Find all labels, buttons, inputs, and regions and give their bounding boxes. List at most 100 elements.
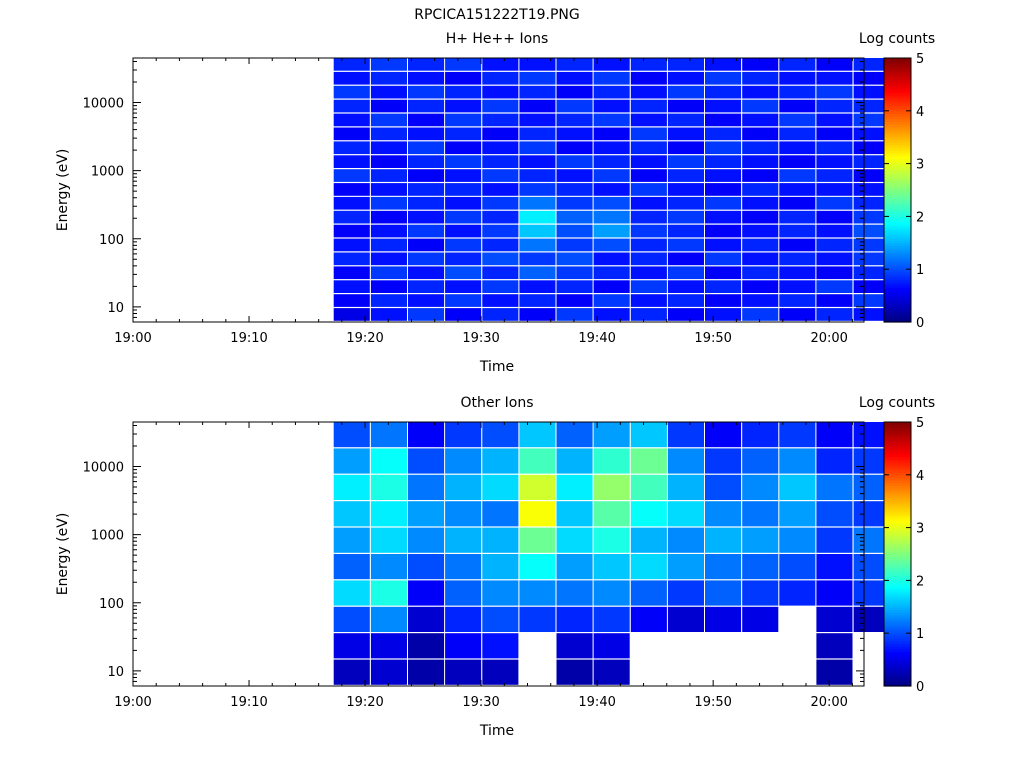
heatmap-cell bbox=[593, 422, 630, 448]
heatmap-cell bbox=[705, 422, 742, 448]
heatmap-cell bbox=[408, 474, 445, 500]
colorbar-strip bbox=[884, 282, 911, 286]
heatmap-cell bbox=[816, 169, 853, 182]
heatmap-cell bbox=[667, 294, 704, 307]
colorbar-strip bbox=[884, 651, 911, 655]
heatmap-cell bbox=[333, 554, 370, 580]
heatmap-cell bbox=[370, 474, 407, 500]
y-axis-label: Energy (eV) bbox=[55, 513, 71, 596]
heatmap-cell bbox=[556, 308, 593, 321]
heatmap-cell bbox=[816, 127, 853, 141]
colorbar-tick-label: 5 bbox=[916, 52, 924, 67]
colorbar-strip bbox=[884, 182, 911, 186]
heatmap-cell bbox=[333, 266, 370, 280]
heatmap-cell bbox=[445, 238, 482, 252]
heatmap-cell bbox=[705, 183, 742, 196]
heatmap-cell bbox=[593, 527, 630, 553]
colorbar-strip bbox=[884, 583, 911, 587]
colorbar-strip bbox=[884, 203, 911, 207]
x-tick-label: 19:20 bbox=[346, 331, 383, 346]
colorbar-strip bbox=[884, 643, 911, 647]
heatmap-cell bbox=[482, 422, 519, 448]
heatmap-cell bbox=[667, 238, 704, 252]
heatmap-cell bbox=[779, 474, 816, 500]
colorbar-strip bbox=[884, 659, 911, 663]
colorbar-strip bbox=[884, 168, 911, 173]
heatmap-cell bbox=[593, 183, 630, 196]
heatmap-cell bbox=[630, 71, 667, 85]
colorbar-strip bbox=[884, 84, 911, 88]
heatmap-cell bbox=[593, 501, 630, 527]
colorbar-strip bbox=[884, 219, 911, 223]
colorbar-strip bbox=[884, 139, 911, 144]
heatmap-cell bbox=[742, 113, 779, 127]
heatmap-cell bbox=[742, 252, 779, 266]
x-tick-label: 19:00 bbox=[114, 331, 151, 346]
colorbar-strip bbox=[884, 311, 911, 315]
heatmap-cell bbox=[408, 606, 445, 632]
heatmap-cell bbox=[742, 422, 779, 448]
heatmap-cell bbox=[408, 448, 445, 474]
colorbar-strip bbox=[884, 511, 911, 515]
colorbar-strip bbox=[884, 646, 911, 650]
colorbar-strip bbox=[884, 232, 911, 236]
heatmap-cell bbox=[705, 99, 742, 113]
heatmap-cell bbox=[333, 196, 370, 210]
colorbar-strip bbox=[884, 129, 911, 133]
colorbar-strip bbox=[884, 530, 911, 534]
colorbar-tick-label: 2 bbox=[916, 210, 924, 225]
colorbar-strip bbox=[884, 569, 911, 574]
heatmap-cell bbox=[779, 210, 816, 224]
heatmap-cell bbox=[556, 238, 593, 252]
colorbar-strip bbox=[884, 65, 911, 70]
heatmap-cell bbox=[408, 155, 445, 168]
heatmap-cell bbox=[482, 85, 519, 99]
colorbar-strip bbox=[884, 527, 911, 531]
heatmap-cell bbox=[482, 224, 519, 238]
colorbar-strip bbox=[884, 290, 911, 294]
heatmap-cell bbox=[333, 606, 370, 632]
x-tick-label: 19:10 bbox=[230, 331, 267, 346]
colorbar-strip bbox=[884, 245, 911, 249]
colorbar-strip bbox=[884, 554, 911, 558]
colorbar-strip bbox=[884, 271, 911, 276]
heatmap-cell bbox=[556, 210, 593, 224]
heatmap-cell bbox=[408, 527, 445, 553]
heatmap-cell bbox=[593, 294, 630, 307]
colorbar-strip bbox=[884, 672, 911, 677]
heatmap-cell bbox=[482, 58, 519, 71]
heatmap-cell bbox=[853, 294, 890, 307]
heatmap-cell bbox=[445, 113, 482, 127]
panel-title: Other Ions bbox=[460, 395, 533, 411]
colorbar-tick-label: 4 bbox=[916, 105, 924, 120]
heatmap-cell bbox=[408, 85, 445, 99]
colorbar-strip bbox=[884, 174, 911, 178]
heatmap-cell bbox=[519, 294, 556, 307]
colorbar-tick-label: 0 bbox=[916, 680, 924, 695]
colorbar-strip bbox=[884, 250, 911, 254]
colorbar-strip bbox=[884, 216, 911, 220]
colorbar-strip bbox=[884, 678, 911, 682]
heatmap-cell bbox=[408, 169, 445, 182]
heatmap-cell bbox=[630, 155, 667, 168]
colorbar-strip bbox=[884, 424, 911, 428]
heatmap-cell bbox=[445, 127, 482, 141]
heatmap-cell bbox=[482, 99, 519, 113]
colorbar-tick-label: 1 bbox=[916, 263, 924, 278]
heatmap-cell bbox=[742, 183, 779, 196]
heatmap-cell bbox=[333, 141, 370, 155]
colorbar-strip bbox=[884, 87, 911, 91]
heatmap-cell bbox=[667, 252, 704, 266]
heatmap-cell bbox=[370, 308, 407, 321]
heatmap-cell bbox=[333, 224, 370, 238]
y-tick-label: 10 bbox=[107, 301, 124, 316]
y-tick-label: 1000 bbox=[91, 529, 124, 544]
heatmap-cell bbox=[705, 210, 742, 224]
colorbar-strip bbox=[884, 166, 911, 170]
heatmap-cell bbox=[816, 99, 853, 113]
heatmap-cell bbox=[370, 224, 407, 238]
x-axis-label: Time bbox=[479, 723, 514, 739]
heatmap-cell bbox=[333, 633, 370, 659]
colorbar-strip bbox=[884, 155, 911, 159]
colorbar-strip bbox=[884, 113, 911, 117]
